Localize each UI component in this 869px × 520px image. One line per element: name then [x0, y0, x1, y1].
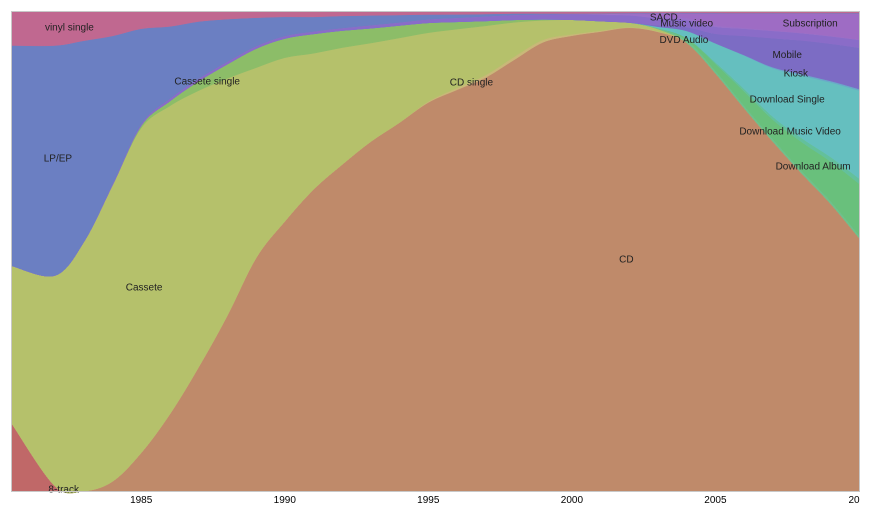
- series-labels: 8-track CD CD single Cassete Cassete single D…: [44, 12, 851, 495]
- label-download-music-video: Download Music Video: [739, 126, 841, 137]
- label-mobile: Mobile: [772, 50, 802, 61]
- x-tick-label: 1990: [274, 495, 297, 506]
- label-kiosk: Kiosk: [784, 68, 809, 79]
- label-cassete-single: Cassete single: [174, 77, 240, 88]
- x-axis: 1985 1990 1995 2000 2005 20: [130, 495, 860, 506]
- label-download-album: Download Album: [776, 161, 851, 172]
- x-tick-label: 2000: [561, 495, 584, 506]
- label-subscription: Subscription: [783, 19, 838, 30]
- label-vinyl-single: vinyl single: [45, 23, 94, 34]
- label-download-single: Download Single: [750, 95, 825, 106]
- area-layers: [11, 11, 860, 494]
- label-dvd-audio: DVD Audio: [659, 35, 708, 46]
- x-tick-label: 1985: [130, 495, 153, 506]
- label-8-track: 8-track: [48, 484, 80, 495]
- x-tick-label: 20: [848, 495, 860, 506]
- x-tick-label: 2005: [704, 495, 727, 506]
- x-tick-label: 1995: [417, 495, 440, 506]
- plot-frame: [11, 11, 860, 492]
- label-cassete: Cassete: [126, 282, 163, 293]
- label-sacd: SACD: [650, 12, 678, 23]
- label-cd: CD: [619, 255, 633, 266]
- label-music-video: Music video: [660, 19, 713, 30]
- label-cd-single: CD single: [450, 78, 494, 89]
- label-lp-ep: LP/EP: [44, 154, 73, 165]
